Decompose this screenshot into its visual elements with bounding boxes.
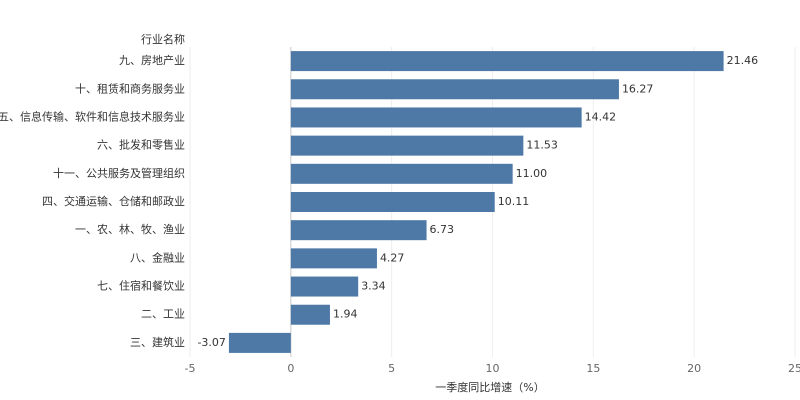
x-tick-label: -5	[185, 362, 196, 375]
bar	[290, 220, 427, 241]
x-tick-label: 10	[486, 362, 500, 375]
value-label: -3.07	[197, 336, 225, 349]
x-tick-label: 0	[287, 362, 294, 375]
bar	[228, 332, 291, 353]
x-tick-label: 5	[388, 362, 395, 375]
value-label: 16.27	[622, 82, 654, 95]
y-tick-label: 五、信息传输、软件和信息技术服务业	[0, 109, 185, 123]
value-label: 10.11	[498, 195, 530, 208]
bar	[290, 248, 377, 269]
y-tick-label: 二、工业	[141, 308, 185, 321]
y-tick-label: 七、住宿和餐饮业	[97, 279, 185, 293]
y-tick-label: 一、农、林、牧、渔业	[75, 222, 185, 236]
y-tick-label: 九、房地产业	[119, 53, 185, 67]
x-tick-label: 15	[586, 362, 600, 375]
y-tick-label: 八、金融业	[130, 250, 185, 264]
bar	[290, 107, 582, 128]
value-label: 4.27	[380, 251, 405, 264]
y-tick-label: 六、批发和零售业	[97, 138, 185, 152]
value-label: 21.46	[727, 54, 759, 67]
value-label: 6.73	[430, 223, 455, 236]
y-tick-label: 十、租赁和商务服务业	[75, 81, 185, 95]
bar	[290, 51, 724, 72]
x-tick-label: 20	[687, 362, 701, 375]
y-tick-label: 四、交通运输、仓储和邮政业	[42, 194, 185, 208]
y-axis-title: 行业名称	[141, 32, 185, 46]
bar	[290, 304, 330, 325]
value-label: 11.00	[516, 167, 548, 180]
value-label: 11.53	[526, 139, 558, 152]
value-label: 14.42	[585, 110, 617, 123]
bar	[290, 79, 619, 100]
bar	[290, 163, 513, 184]
bar	[290, 276, 359, 297]
y-tick-label: 十一、公共服务及管理组织	[53, 166, 185, 180]
x-axis-label: 一季度同比增速（%）	[435, 380, 544, 394]
x-tick-label: 25	[788, 362, 800, 375]
value-label: 1.94	[333, 308, 358, 321]
bar	[290, 192, 495, 212]
value-label: 3.34	[361, 280, 386, 293]
y-tick-label: 三、建筑业	[130, 335, 185, 349]
bar	[290, 135, 524, 156]
